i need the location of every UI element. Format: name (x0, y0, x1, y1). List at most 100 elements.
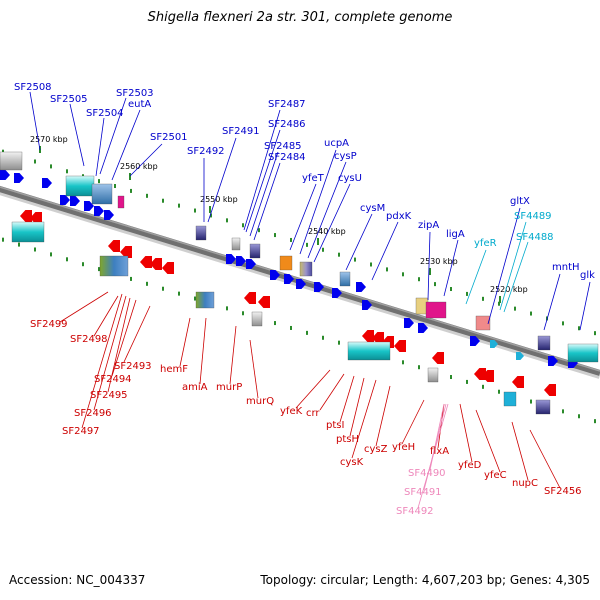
forward-gene-arrow (332, 288, 342, 298)
leader-line (245, 129, 281, 233)
gene-label: crr (306, 408, 320, 419)
reverse-gene-arrow (394, 340, 406, 352)
leader-line (229, 325, 237, 385)
gene-label: SF4490 (408, 468, 446, 479)
gene-label: SF2505 (50, 94, 88, 105)
tick-mark (450, 287, 452, 292)
tick-mark (434, 282, 436, 287)
tick-mark (338, 340, 340, 345)
tick-mark (50, 252, 52, 257)
leader-line (69, 103, 85, 167)
tick-mark (194, 296, 196, 301)
leader-line (339, 375, 355, 423)
tick-mark (2, 237, 4, 242)
gene-label: eutA (128, 99, 151, 110)
tick-mark (114, 184, 116, 189)
forward-gene-arrow (404, 318, 414, 328)
gene-label: SF2497 (62, 426, 100, 437)
tick-mark (98, 267, 100, 272)
gene-box (99, 255, 129, 277)
gene-label: ligA (446, 229, 465, 240)
forward-gene-arrow (84, 201, 94, 211)
forward-gene-arrow (362, 300, 372, 310)
leader-line (93, 295, 127, 411)
reverse-gene-arrow (432, 352, 444, 364)
tick-mark (514, 306, 516, 311)
reverse-gene-arrow (140, 256, 152, 268)
forward-gene-arrow (94, 206, 104, 216)
reverse-gene-arrow (30, 212, 42, 224)
leader-line (371, 221, 399, 281)
tick-mark (530, 311, 532, 316)
tick-mark (402, 272, 404, 277)
leader-line (443, 239, 459, 297)
tick-mark (562, 409, 564, 414)
leader-line (465, 249, 487, 305)
tick-mark (386, 267, 388, 272)
gene-label: yfeC (484, 470, 507, 481)
leader-line (401, 399, 425, 445)
gene-box (503, 391, 517, 407)
reverse-gene-arrow (512, 376, 524, 388)
gene-label: SF2495 (90, 390, 128, 401)
reverse-gene-arrow (120, 246, 132, 258)
map-title: Shigella flexneri 2a str. 301, complete … (147, 10, 453, 25)
gene-label: SF2485 (264, 141, 302, 152)
gene-label: SF2491 (222, 126, 260, 137)
gene-label: yfeT (302, 173, 325, 184)
tick-mark (82, 262, 84, 267)
leader-line (543, 273, 561, 331)
gene-label: SF2504 (86, 108, 124, 119)
kbp-tick (429, 268, 431, 275)
gene-label: murP (216, 382, 242, 393)
forward-gene-arrow (60, 195, 70, 205)
tick-mark (146, 281, 148, 286)
gene-label: ucpA (324, 138, 349, 149)
gene-label: SF2499 (30, 319, 68, 330)
gene-label: pdxK (386, 211, 412, 222)
forward-gene-arrow (470, 336, 480, 346)
gene-box (251, 311, 263, 327)
tick-mark (354, 257, 356, 262)
leader-line (307, 161, 347, 259)
tick-mark (290, 325, 292, 330)
tick-mark (594, 419, 596, 424)
tick-mark (498, 301, 500, 306)
gene-label: SF2484 (268, 152, 306, 163)
forward-gene-arrow (296, 279, 306, 289)
tick-mark (130, 188, 132, 193)
gene-features (0, 151, 599, 415)
tick-mark (210, 213, 212, 218)
gene-label: yfeK (280, 406, 303, 417)
reverse-gene-arrow (372, 332, 384, 344)
gene-label: nupC (512, 478, 538, 489)
gene-label: SF2494 (94, 374, 132, 385)
tick-mark (290, 237, 292, 242)
tick-mark (482, 296, 484, 301)
gene-label: yfeH (392, 442, 415, 453)
reverse-gene-arrow (108, 240, 120, 252)
gene-label: cysM (360, 203, 385, 214)
gene-box (475, 315, 491, 331)
tick-mark (530, 399, 532, 404)
reverse-gene-arrow (150, 258, 162, 270)
gene-box (537, 335, 551, 351)
leader-line (345, 213, 373, 271)
kbp-label: 2540 kbp (308, 227, 346, 236)
gene-box (347, 341, 391, 361)
leader-line (199, 317, 207, 385)
reverse-gene-arrow (20, 210, 32, 222)
gene-label: ptsH (336, 434, 359, 445)
tick-mark (418, 365, 420, 370)
tick-mark (338, 252, 340, 257)
gene-label: glk (580, 270, 595, 281)
pseudogene-box (117, 195, 125, 209)
tick-mark (194, 208, 196, 213)
forward-gene-arrow (226, 254, 236, 264)
tick-mark (226, 218, 228, 223)
gene-box (279, 255, 293, 271)
gene-label: SF2487 (268, 99, 306, 110)
reverse-gene-arrow (362, 330, 374, 342)
gene-label: ptsI (326, 420, 344, 431)
tick-mark (466, 291, 468, 296)
